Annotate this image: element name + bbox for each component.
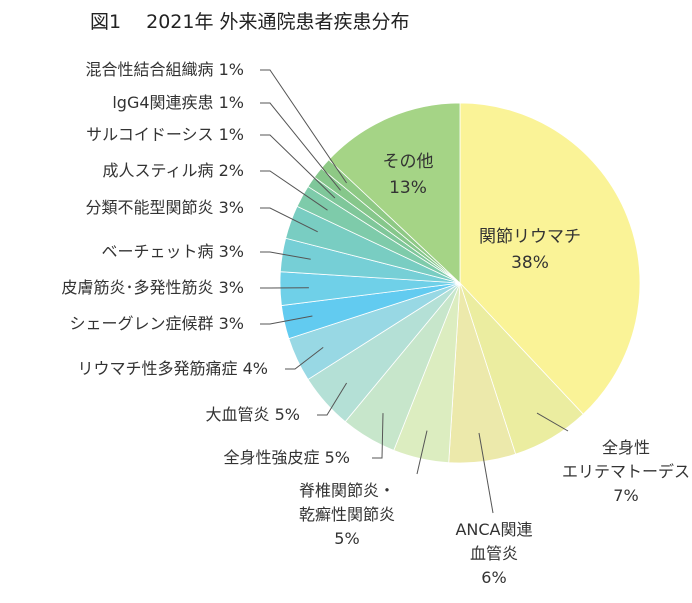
slice-label-11: 成人スティル病 2% — [102, 161, 244, 180]
leader-line-2 — [478, 432, 494, 514]
slice-label-10: 分類不能型関節炎 3% — [86, 198, 244, 217]
slice-label-13: lgG4関連疾患 1% — [112, 93, 244, 112]
leader-line-11 — [260, 170, 328, 211]
slice-label-8: 皮膚筋炎･多発性筋炎 3% — [62, 278, 244, 297]
slice-label-4: 全身性強皮症 5% — [224, 448, 350, 467]
slice-label-6: リウマチ性多発筋痛症 4% — [78, 359, 268, 378]
slice-label-5: 大血管炎 5% — [206, 405, 300, 424]
leader-line-3 — [416, 430, 428, 475]
leader-line-5 — [317, 382, 348, 416]
leader-line-6 — [285, 347, 324, 370]
slice-label-12: サルコイドーシス 1% — [86, 125, 244, 144]
leader-line-13 — [260, 102, 341, 191]
slice-label-3: 脊椎関節炎・乾癬性関節炎 5% — [299, 481, 395, 548]
slice-label-9: ベーチェット病 3% — [102, 242, 244, 261]
pie-slice-0 — [459, 102, 641, 415]
slice-label-14: 混合性結合組織病 1% — [86, 60, 244, 79]
leader-lines — [260, 69, 569, 514]
leader-line-4 — [372, 413, 384, 459]
slice-label-7: シェーグレン症候群 3% — [70, 314, 244, 333]
slice-labels: 関節リウマチ 38% 全身性エリテマトーデス 7% ANCA関連血管炎 6% 脊椎関節炎・乾… — [62, 60, 690, 587]
slice-label-2: ANCA関連血管炎 6% — [455, 520, 532, 587]
pie-slices — [279, 102, 641, 464]
pie-slice-15 — [328, 102, 461, 284]
slice-label-1: 全身性エリテマトーデス 7% — [562, 438, 690, 505]
leader-line-12 — [260, 134, 336, 199]
slice-label-0: 関節リウマチ 38% — [479, 227, 581, 273]
leader-line-10 — [260, 207, 318, 233]
leader-line-14 — [260, 69, 348, 184]
leader-line-9 — [260, 251, 311, 260]
leader-line-7 — [260, 315, 313, 325]
chart-title: 図1 2021年 外来通院患者疾患分布 — [90, 11, 410, 33]
slice-label-15: その他 13% — [383, 152, 434, 198]
leader-line-1 — [536, 412, 569, 432]
